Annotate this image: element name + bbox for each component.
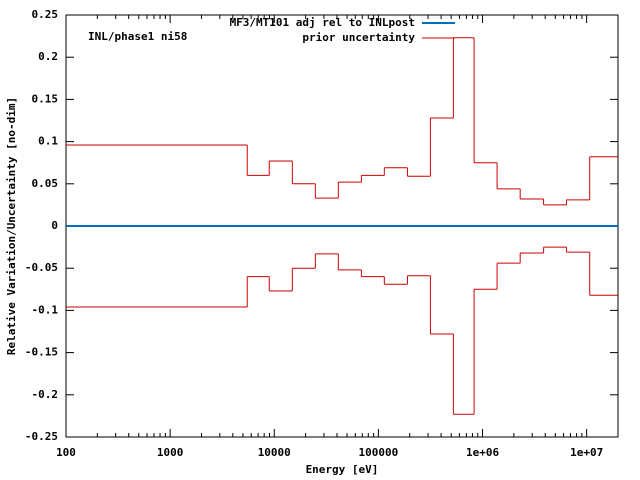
y-tick-label: 0.2 [38, 50, 58, 63]
y-tick-label: -0.2 [32, 388, 59, 401]
legend-label: MF3/MT101 adj rel to INLpost [230, 16, 415, 29]
x-tick-label: 100000 [359, 446, 399, 459]
y-tick-label: 0.25 [32, 8, 59, 21]
y-axis-label: Relative Variation/Uncertainty [no-dim] [5, 97, 18, 355]
y-tick-label: -0.15 [25, 346, 58, 359]
y-tick-label: -0.1 [32, 303, 59, 316]
x-axis-label: Energy [eV] [306, 463, 379, 476]
y-tick-label: 0 [51, 219, 58, 232]
legend-label: prior uncertainty [302, 31, 415, 44]
y-tick-label: -0.05 [25, 261, 58, 274]
y-tick-label: 0.1 [38, 135, 58, 148]
x-tick-label: 1000 [157, 446, 184, 459]
x-tick-label: 1e+07 [570, 446, 603, 459]
y-tick-label: 0.05 [32, 177, 59, 190]
y-tick-label: 0.15 [32, 92, 59, 105]
x-tick-label: 1e+06 [466, 446, 499, 459]
x-tick-label: 10000 [258, 446, 291, 459]
annotation: INL/phase1 ni58 [88, 30, 187, 43]
y-tick-label: -0.25 [25, 430, 58, 443]
x-tick-label: 100 [56, 446, 76, 459]
